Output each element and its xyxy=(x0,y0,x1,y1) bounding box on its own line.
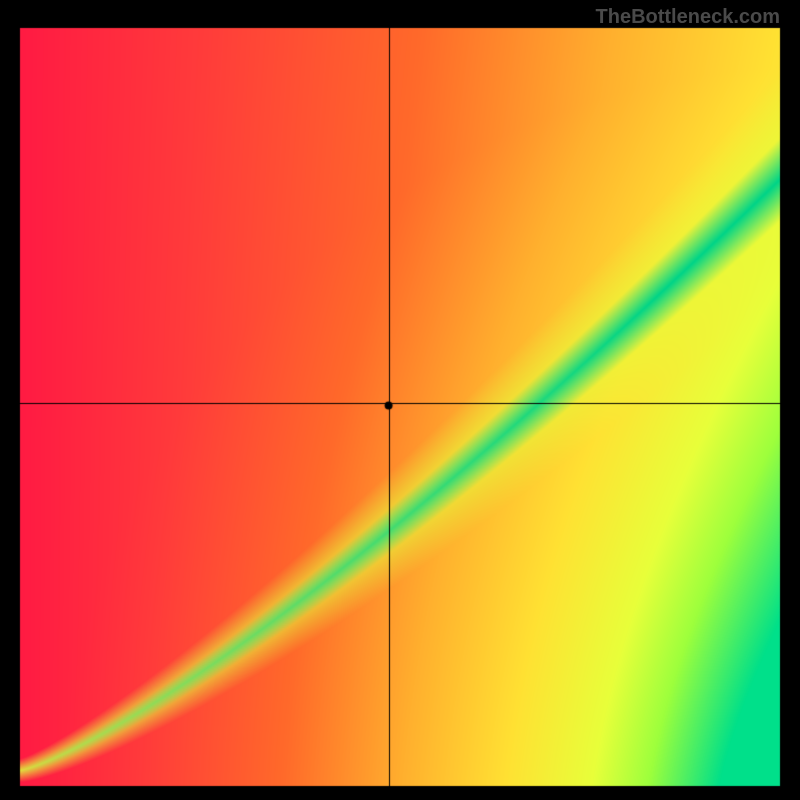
attribution-label: TheBottleneck.com xyxy=(596,6,780,29)
heatmap-canvas xyxy=(0,0,800,800)
bottleneck-heatmap-chart: TheBottleneck.com xyxy=(0,0,800,800)
